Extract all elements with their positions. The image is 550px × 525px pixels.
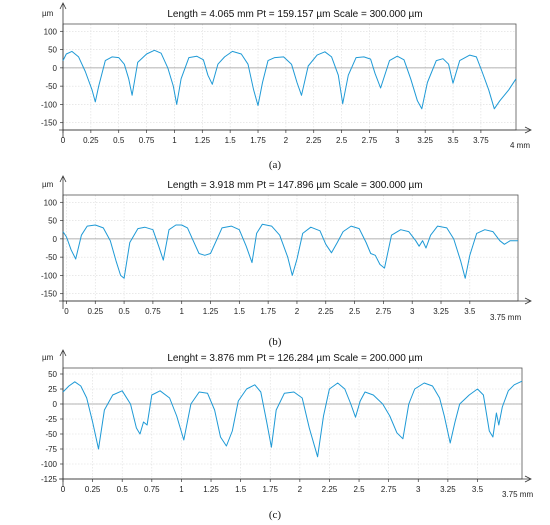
x-tick-label: 2.25 [306,136,322,145]
x-axis-arrow-icon [524,297,532,305]
x-tick-label: 0.5 [117,485,129,494]
x-tick-label: 1.25 [203,307,219,316]
x-tick-label: 2 [284,136,289,145]
x-tick-label: 3.25 [433,307,449,316]
x-tick-label: 2.5 [336,136,348,145]
caption-c: (c) [268,509,282,521]
y-tick-label: -50 [45,82,57,91]
y-tick-label: -50 [45,430,57,439]
x-tick-label: 1 [172,136,177,145]
x-tick-label: 0.25 [85,485,101,494]
x-tick-label: 3 [410,307,415,316]
y-tick-label: 50 [48,217,57,226]
x-tick-label: 2.5 [349,307,361,316]
x-tick-label: 3 [416,485,421,494]
x-tick-label: 3.25 [440,485,456,494]
y-tick-label: 100 [44,198,58,207]
x-tick-label: 0.25 [87,307,103,316]
y-tick-label: -50 [45,253,57,262]
x-tick-label: 1.75 [262,485,278,494]
profile-chart-a: µm Length = 4.065 mm Pt = 159.157 µm Sca… [41,2,532,150]
y-axis-arrow-icon [59,2,67,10]
x-tick-label: 0.5 [119,307,131,316]
y-tick-label: 0 [53,64,58,73]
y-tick-label: 0 [53,235,58,244]
profile-series-line [62,380,523,458]
x-tick-label: 2.25 [322,485,338,494]
x-tick-label: 0 [61,485,66,494]
caption-b: (b) [268,336,282,348]
y-unit-label: µm [42,9,54,18]
x-unit-label: 3.75 mm [490,313,521,322]
y-tick-label: -100 [41,271,58,280]
y-tick-label: -100 [41,460,58,469]
x-tick-label: 1.25 [195,136,211,145]
x-tick-label: 0.25 [83,136,99,145]
x-tick-label: 0.5 [113,136,125,145]
x-unit-label: 3.75 mm [502,490,533,499]
y-tick-label: 100 [44,27,58,36]
y-tick-label: 0 [53,400,58,409]
x-tick-label: 1.75 [250,136,266,145]
x-tick-label: 2 [295,307,300,316]
profile-series-line [62,49,517,110]
y-axis-arrow-icon [59,349,67,357]
x-tick-label: 1.5 [225,136,237,145]
chart-title: Length = 3.918 mm Pt = 147.896 µm Scale … [167,180,422,191]
x-tick-label: 0.75 [139,136,155,145]
x-tick-label: 1 [179,485,184,494]
y-tick-label: 50 [48,370,57,379]
x-unit-label: 4 mm [510,141,530,150]
y-unit-label: µm [42,353,54,362]
x-tick-label: 2.5 [353,485,365,494]
x-tick-label: 2.75 [376,307,392,316]
y-tick-label: 25 [48,385,57,394]
x-tick-label: 3.5 [464,307,476,316]
x-tick-label: 0 [61,136,66,145]
x-tick-label: 2.75 [381,485,397,494]
x-tick-label: 1.25 [203,485,219,494]
profile-chart-c: µm Lenght = 3.876 mm Pt = 126.284 µm Sca… [41,349,533,499]
profile-series-line [62,223,518,279]
x-axis-arrow-icon [524,126,532,134]
x-tick-label: 1 [179,307,184,316]
caption-a: (a) [268,159,282,171]
x-tick-label: 1.75 [260,307,276,316]
profile-chart-b: µm Length = 3.918 mm Pt = 147.896 µm Sca… [41,175,532,322]
y-tick-label: -150 [41,290,58,299]
plot-frame [62,367,523,480]
x-tick-label: 3.5 [472,485,484,494]
x-axis-arrow-icon [524,475,532,483]
x-tick-label: 2.25 [318,307,334,316]
x-tick-label: 3.5 [447,136,459,145]
plot-frame [62,194,519,302]
x-tick-label: 3.25 [417,136,433,145]
y-axis-arrow-icon [59,175,67,183]
x-tick-label: 0.75 [145,307,161,316]
y-tick-label: -75 [45,445,57,454]
chart-title: Length = 4.065 mm Pt = 159.157 µm Scale … [167,9,422,20]
y-tick-label: 50 [48,46,57,55]
x-tick-label: 3.75 [473,136,489,145]
x-tick-label: 0.75 [144,485,160,494]
x-tick-label: 2 [298,485,303,494]
y-tick-label: -100 [41,100,58,109]
x-tick-label: 3 [395,136,400,145]
y-tick-label: -150 [41,119,58,128]
x-tick-label: 0 [64,307,69,316]
y-tick-label: -25 [45,415,57,424]
x-tick-label: 1.5 [235,485,247,494]
x-tick-label: 2.75 [362,136,378,145]
y-tick-label: -125 [41,475,58,484]
x-tick-label: 1.5 [234,307,246,316]
chart-title: Lenght = 3.876 mm Pt = 126.284 µm Scale … [167,353,422,364]
y-unit-label: µm [42,180,54,189]
plot-frame [62,23,517,131]
